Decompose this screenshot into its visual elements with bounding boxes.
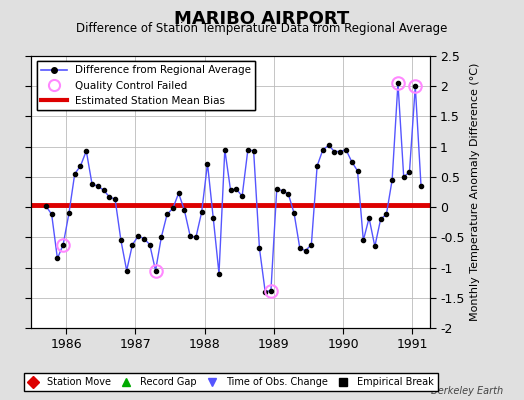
Text: MARIBO AIRPORT: MARIBO AIRPORT (174, 10, 350, 28)
Legend: Difference from Regional Average, Quality Control Failed, Estimated Station Mean: Difference from Regional Average, Qualit… (37, 61, 255, 110)
Text: Berkeley Earth: Berkeley Earth (431, 386, 503, 396)
Y-axis label: Monthly Temperature Anomaly Difference (°C): Monthly Temperature Anomaly Difference (… (470, 63, 480, 321)
Legend: Station Move, Record Gap, Time of Obs. Change, Empirical Break: Station Move, Record Gap, Time of Obs. C… (24, 373, 438, 391)
Text: Difference of Station Temperature Data from Regional Average: Difference of Station Temperature Data f… (77, 22, 447, 35)
